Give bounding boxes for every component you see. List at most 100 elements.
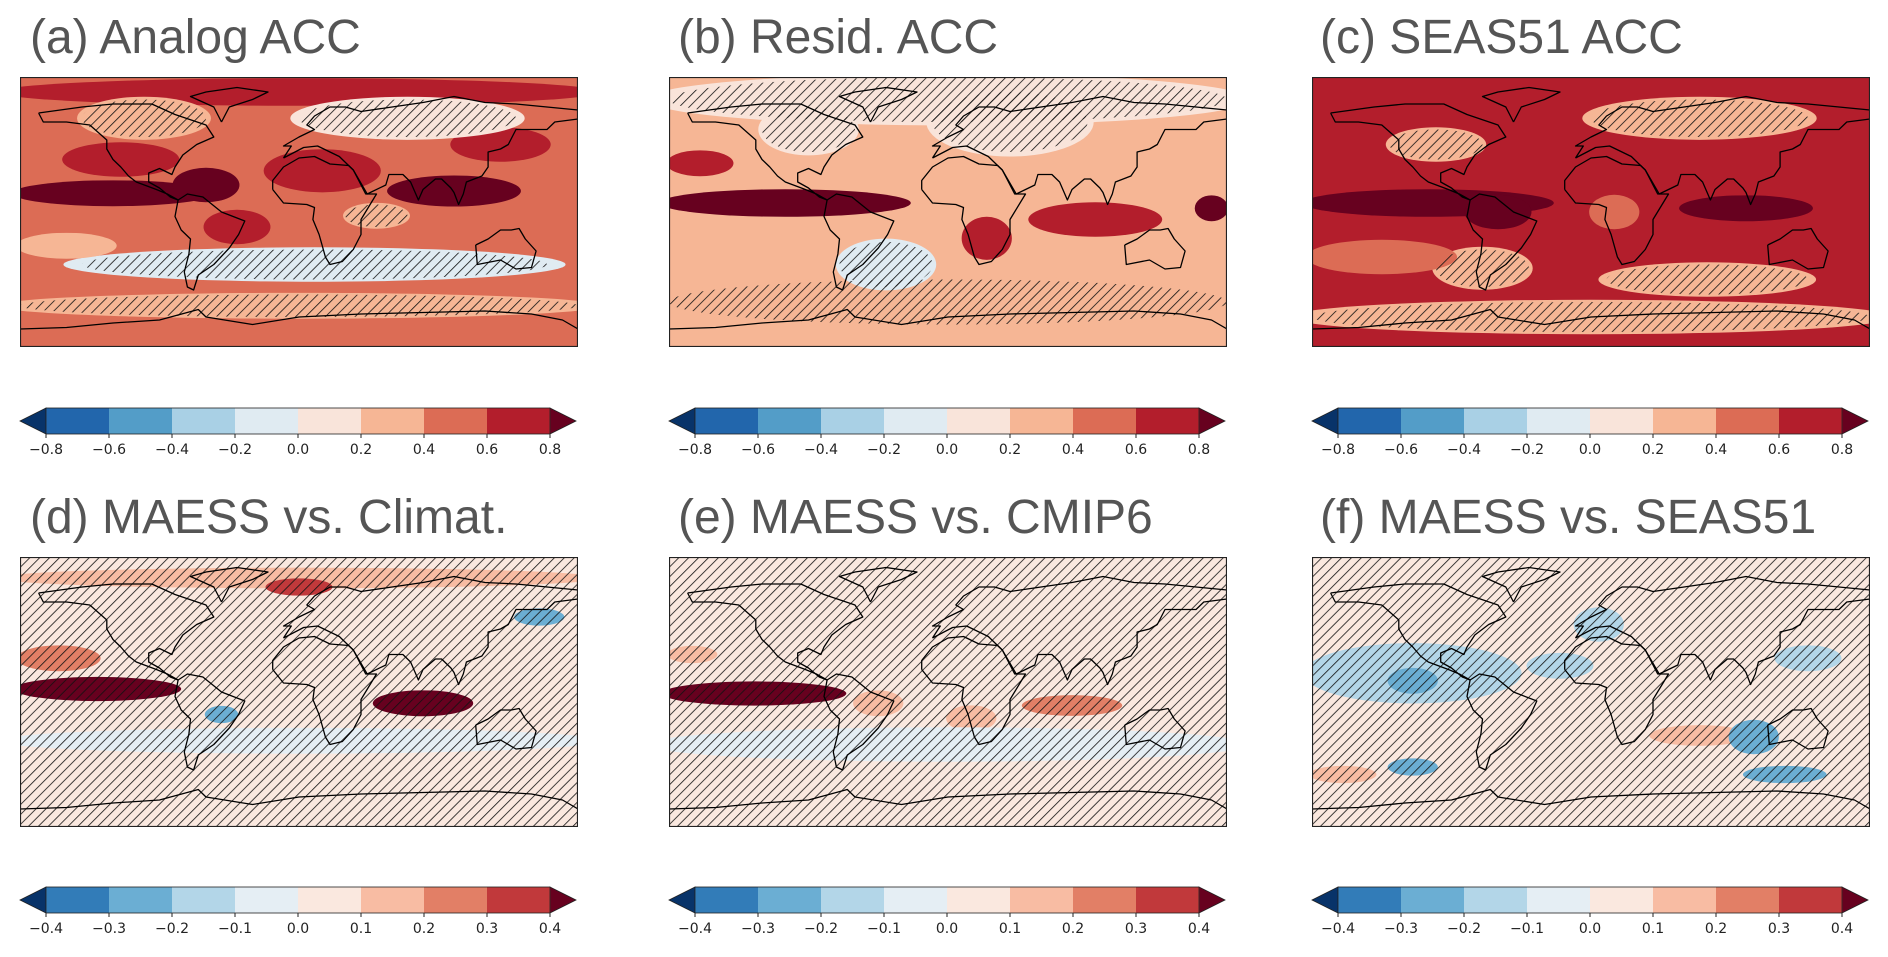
- coastline: [282, 95, 578, 206]
- colorbar-segment: [695, 887, 759, 913]
- colorbar-tick-label: 0.4: [1062, 442, 1084, 458]
- significance-hatching: [345, 204, 408, 227]
- contour-region: [387, 175, 521, 207]
- map-panel-d: [20, 557, 578, 827]
- colorbar-segment: [487, 887, 551, 913]
- significance-hatching: [1312, 557, 1870, 827]
- coastline: [1767, 227, 1829, 270]
- significance-hatching: [932, 92, 1088, 152]
- colorbar-tick-label: −0.1: [867, 921, 901, 937]
- significance-hatching: [1606, 264, 1808, 295]
- coastline: [38, 583, 215, 681]
- contour-region: [62, 142, 180, 177]
- coastline: [921, 155, 1027, 266]
- significance-hatching: [839, 242, 933, 287]
- colorbar-tick-label: 0.0: [287, 442, 309, 458]
- map-frame: [20, 557, 578, 827]
- colorbar-a: −0.8 −0.6 −0.4 −0.2 0.0 0.2 0.4 0.6 0.8: [19, 407, 577, 458]
- colorbar-segment: [298, 887, 362, 913]
- colorbar-segment: [361, 408, 425, 434]
- contour-region: [1194, 195, 1227, 222]
- coastline: [1564, 635, 1670, 746]
- coastline: [921, 635, 1027, 746]
- colorbar-tick-label: −0.6: [1384, 442, 1418, 458]
- coastline: [931, 95, 1227, 206]
- colorbar-segment: [821, 887, 885, 913]
- colorbar-tick-label: 0.0: [1579, 921, 1601, 937]
- colorbar-tick-label: −0.6: [92, 442, 126, 458]
- coastline: [1574, 95, 1870, 206]
- colorbar-tick-label: 0.8: [539, 442, 561, 458]
- colorbar-f: −0.4 −0.3 −0.2 −0.1 0.0 0.1 0.2 0.3 0.4: [1311, 886, 1869, 937]
- contour-region: [1028, 202, 1163, 237]
- panel-title-c: (c) SEAS51 ACC: [1320, 11, 1683, 64]
- colorbar-segment: [884, 887, 948, 913]
- colorbar-tick-label: 0.1: [350, 921, 372, 937]
- significance-hatching: [1436, 249, 1529, 287]
- significance-hatching: [669, 279, 1227, 325]
- colorbar-segment: [1653, 408, 1717, 434]
- coastline: [669, 788, 1227, 810]
- significance-hatching: [762, 107, 855, 152]
- coastline: [282, 575, 578, 686]
- coastline: [838, 566, 918, 603]
- significance-hatching: [1389, 129, 1483, 160]
- colorbar-segment: [1401, 408, 1465, 434]
- colorbar-extend-min: [1311, 407, 1339, 435]
- colorbar-segment: [1401, 887, 1465, 913]
- colorbar-segment: [235, 887, 299, 913]
- coastline: [1767, 707, 1829, 750]
- colorbar-tick-label: 0.3: [1768, 921, 1790, 937]
- coastline: [1124, 227, 1186, 270]
- significance-hatching: [20, 294, 578, 317]
- coastline: [20, 788, 578, 810]
- map-frame: [1312, 77, 1870, 347]
- colorbar-segment: [235, 408, 299, 434]
- colorbar-tick-label: 0.6: [476, 442, 498, 458]
- map-panel-e: [669, 557, 1227, 827]
- coastline: [1330, 103, 1507, 201]
- contour-region: [20, 232, 117, 259]
- colorbar-tick-label: 0.2: [1642, 442, 1664, 458]
- colorbar-tick-label: −0.8: [678, 442, 712, 458]
- coastline: [823, 673, 895, 771]
- coastline: [174, 193, 246, 291]
- map-panel-c: [1312, 77, 1870, 347]
- coastline: [1312, 308, 1870, 330]
- colorbar-tick-label: −0.2: [155, 921, 189, 937]
- colorbar-tick-label: −0.1: [1510, 921, 1544, 937]
- significance-hatching: [82, 99, 206, 137]
- colorbar-tick-label: −0.2: [218, 442, 252, 458]
- colorbar-segment: [821, 408, 885, 434]
- contour-region: [203, 209, 271, 245]
- colorbar-extend-min: [1311, 886, 1339, 914]
- colorbar-segment: [424, 408, 488, 434]
- panel-title-e: (e) MAESS vs. CMIP6: [678, 491, 1153, 544]
- map-frame: [1312, 557, 1870, 827]
- contour-region: [1679, 195, 1813, 222]
- colorbar-segment: [1527, 408, 1591, 434]
- colorbar-extend-min: [19, 886, 47, 914]
- colorbar-tick-label: 0.0: [1579, 442, 1601, 458]
- colorbar-c: −0.8 −0.6 −0.4 −0.2 0.0 0.2 0.4 0.6 0.8: [1311, 407, 1869, 458]
- colorbar-tick-label: −0.2: [1510, 442, 1544, 458]
- colorbar-extend-max: [1841, 407, 1869, 435]
- colorbar-extend-min: [19, 407, 47, 435]
- colorbar-tick-label: 0.3: [476, 921, 498, 937]
- colorbar-segment: [109, 887, 173, 913]
- colorbar-segment: [1073, 408, 1137, 434]
- map-panel-b: [669, 77, 1227, 347]
- colorbar-tick-label: −0.4: [1447, 442, 1481, 458]
- panel-title-f: (f) MAESS vs. SEAS51: [1320, 491, 1817, 544]
- colorbar-segment: [1338, 887, 1402, 913]
- coastline: [823, 193, 895, 291]
- colorbar-tick-label: −0.8: [1321, 442, 1355, 458]
- colorbar-tick-label: 0.0: [936, 442, 958, 458]
- coastline: [931, 575, 1227, 686]
- colorbar-tick-label: 0.0: [287, 921, 309, 937]
- colorbar-segment: [1590, 408, 1654, 434]
- colorbar-extend-max: [1841, 886, 1869, 914]
- coastline: [1466, 673, 1538, 771]
- colorbar-tick-label: 0.0: [936, 921, 958, 937]
- colorbar-segment: [172, 887, 236, 913]
